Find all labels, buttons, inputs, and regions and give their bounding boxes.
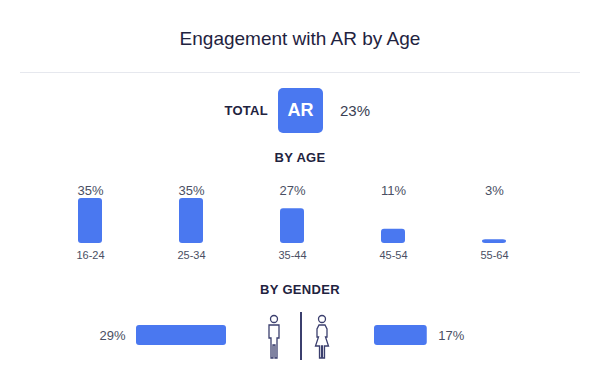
svg-text:55-64: 55-64 bbox=[480, 249, 508, 261]
html-text:Engagement with AR by Age: Engagement with AR by Age bbox=[179, 28, 421, 49]
html-text:23%: 23% bbox=[340, 102, 370, 119]
svg-text:35%: 35% bbox=[178, 183, 204, 198]
svg-text:25-34: 25-34 bbox=[177, 249, 205, 261]
html-text:TOTAL: TOTAL bbox=[224, 103, 268, 118]
svg-text:3%: 3% bbox=[485, 183, 504, 198]
svg-text:27%: 27% bbox=[279, 183, 305, 198]
svg-text:17%: 17% bbox=[438, 328, 464, 343]
svg-text:35%: 35% bbox=[77, 183, 103, 198]
svg-text:16-24: 16-24 bbox=[76, 249, 104, 261]
svg-text:45-54: 45-54 bbox=[379, 249, 407, 261]
svg-text:29%: 29% bbox=[99, 328, 125, 343]
svg-text:11%: 11% bbox=[381, 183, 406, 198]
svg-text:35-44: 35-44 bbox=[278, 249, 306, 261]
html-text:BY AGE: BY AGE bbox=[274, 150, 326, 165]
html-text:BY GENDER: BY GENDER bbox=[260, 282, 340, 297]
html-text:AR: AR bbox=[287, 100, 314, 120]
